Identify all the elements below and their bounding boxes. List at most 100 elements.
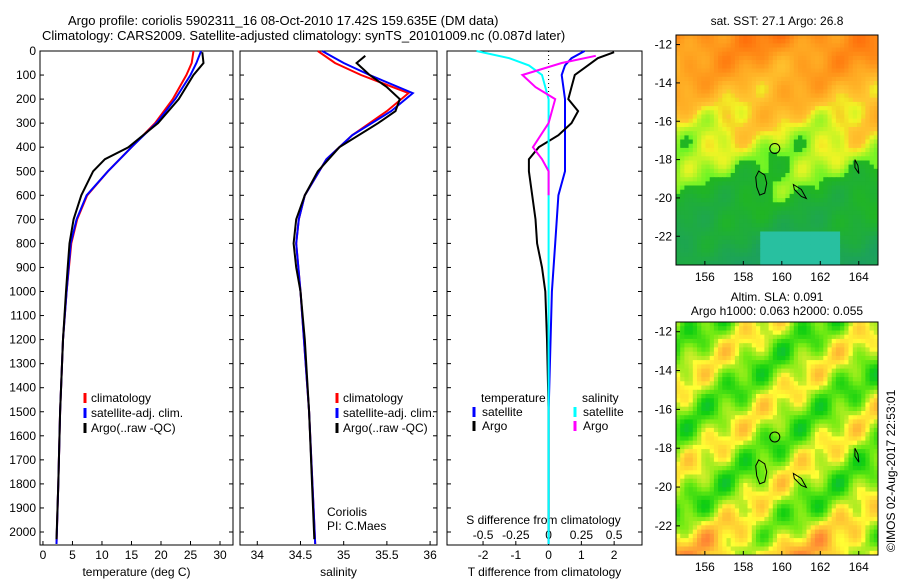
map-cell bbox=[785, 355, 791, 361]
map-cell bbox=[873, 368, 879, 374]
map-cell bbox=[743, 355, 748, 361]
map-cell bbox=[684, 334, 690, 340]
map-cell bbox=[865, 495, 871, 501]
map-cell bbox=[705, 351, 711, 357]
map-cell bbox=[688, 239, 694, 245]
map-cell bbox=[705, 394, 711, 399]
map-cell bbox=[718, 343, 723, 348]
map-cell bbox=[852, 202, 858, 207]
map-cell bbox=[857, 444, 862, 450]
map-cell bbox=[844, 206, 849, 212]
map-cell bbox=[768, 394, 774, 399]
map-cell bbox=[852, 189, 858, 195]
map-cell bbox=[806, 47, 812, 53]
map-cell bbox=[844, 89, 849, 95]
map-cell bbox=[772, 118, 778, 124]
map-cell bbox=[844, 440, 849, 446]
map-cell bbox=[869, 377, 875, 382]
map-cell bbox=[730, 326, 736, 331]
map-cell bbox=[802, 487, 807, 492]
map-cell bbox=[823, 106, 828, 111]
map-cell bbox=[722, 334, 727, 340]
map-cell bbox=[844, 483, 849, 488]
map-cell bbox=[869, 219, 875, 224]
map-cell bbox=[857, 252, 862, 258]
map-cell bbox=[692, 101, 698, 107]
map-cell bbox=[869, 160, 875, 166]
map-cell bbox=[848, 495, 854, 501]
map-cell bbox=[730, 81, 736, 86]
map-cell bbox=[747, 330, 753, 336]
map-cell bbox=[819, 139, 824, 145]
map-cell bbox=[760, 419, 765, 425]
map-cell bbox=[793, 85, 799, 90]
map-cell bbox=[722, 402, 727, 408]
map-cell bbox=[697, 139, 702, 145]
map-cell bbox=[857, 440, 862, 446]
map-cell bbox=[831, 322, 837, 327]
map-cell bbox=[802, 118, 807, 124]
map-cell bbox=[756, 504, 761, 509]
map-cell bbox=[857, 432, 862, 437]
map-cell bbox=[739, 64, 744, 69]
map-cell bbox=[831, 85, 837, 90]
map-cell bbox=[772, 239, 778, 245]
map-cell bbox=[722, 483, 727, 488]
map-cell bbox=[751, 326, 757, 331]
map-cell bbox=[760, 406, 765, 412]
map-cell bbox=[819, 202, 824, 207]
map-cell bbox=[840, 85, 845, 90]
map-cell bbox=[688, 355, 694, 361]
map-cell bbox=[713, 457, 719, 463]
map-cell bbox=[697, 152, 702, 157]
map-cell bbox=[734, 474, 740, 480]
map-cell bbox=[785, 72, 791, 78]
map-cell bbox=[772, 127, 778, 132]
map-cell bbox=[772, 143, 778, 149]
map-cell bbox=[734, 72, 740, 78]
map-cell bbox=[705, 347, 711, 353]
map-cell bbox=[713, 122, 719, 128]
map-cell bbox=[676, 326, 681, 331]
map-cell bbox=[760, 193, 765, 199]
map-cell bbox=[873, 419, 879, 425]
map-cell bbox=[747, 43, 753, 49]
map-cell bbox=[684, 402, 690, 408]
map-cell bbox=[848, 449, 854, 454]
map-cell bbox=[718, 322, 723, 327]
map-cell bbox=[798, 219, 803, 224]
map-cell bbox=[852, 156, 858, 161]
map-cell bbox=[827, 483, 833, 488]
map-cell bbox=[840, 168, 845, 174]
map-cell bbox=[760, 322, 765, 327]
map-cell bbox=[713, 256, 719, 262]
map-cell bbox=[692, 127, 698, 132]
map-cell bbox=[713, 64, 719, 69]
map-cell bbox=[777, 351, 782, 357]
map-cell bbox=[688, 491, 694, 497]
map-cell bbox=[865, 330, 871, 336]
map-cell bbox=[680, 368, 685, 374]
map-cell bbox=[680, 181, 685, 187]
map-cell bbox=[751, 210, 757, 216]
map-cell bbox=[709, 97, 715, 103]
map-cell bbox=[676, 160, 681, 166]
map-cell bbox=[785, 394, 791, 399]
map-cell bbox=[751, 389, 757, 395]
map-cell bbox=[819, 419, 824, 425]
map-cell bbox=[680, 81, 685, 86]
map-cell bbox=[701, 160, 706, 166]
map-cell bbox=[751, 411, 757, 416]
map-cell bbox=[730, 156, 736, 161]
map-cell bbox=[751, 394, 757, 399]
map-cell bbox=[819, 244, 824, 249]
map-cell bbox=[684, 260, 690, 266]
map-cell bbox=[873, 326, 879, 331]
map-cell bbox=[772, 326, 778, 331]
map-cell bbox=[680, 326, 685, 331]
map-cell bbox=[692, 364, 698, 370]
map-cell bbox=[810, 85, 816, 90]
map-cell bbox=[684, 72, 690, 78]
map-cell bbox=[789, 206, 795, 212]
map-cell bbox=[852, 381, 858, 386]
